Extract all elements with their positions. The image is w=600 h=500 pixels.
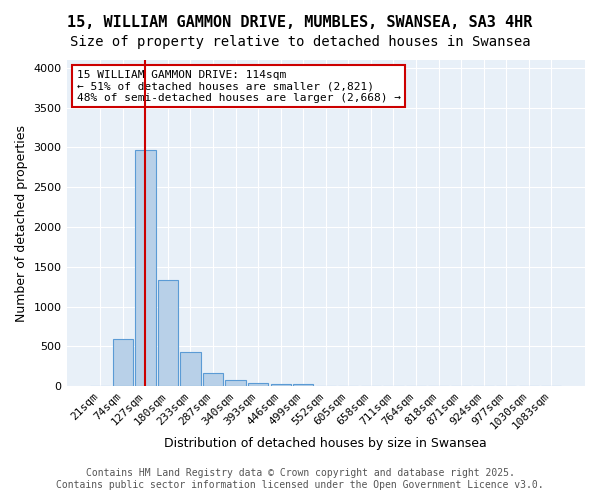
Bar [271,384,291,386]
Bar [158,280,178,386]
Text: Contains HM Land Registry data © Crown copyright and database right 2025.
Contai: Contains HM Land Registry data © Crown c… [56,468,544,490]
Bar [113,339,133,386]
Text: 15, WILLIAM GAMMON DRIVE, MUMBLES, SWANSEA, SA3 4HR: 15, WILLIAM GAMMON DRIVE, MUMBLES, SWANS… [67,15,533,30]
Bar [135,150,155,386]
Y-axis label: Number of detached properties: Number of detached properties [15,124,28,322]
Bar [248,383,268,386]
Bar [181,352,200,386]
Text: Size of property relative to detached houses in Swansea: Size of property relative to detached ho… [70,35,530,49]
X-axis label: Distribution of detached houses by size in Swansea: Distribution of detached houses by size … [164,437,487,450]
Text: 15 WILLIAM GAMMON DRIVE: 114sqm
← 51% of detached houses are smaller (2,821)
48%: 15 WILLIAM GAMMON DRIVE: 114sqm ← 51% of… [77,70,401,103]
Bar [293,384,313,386]
Bar [226,380,246,386]
Bar [203,374,223,386]
